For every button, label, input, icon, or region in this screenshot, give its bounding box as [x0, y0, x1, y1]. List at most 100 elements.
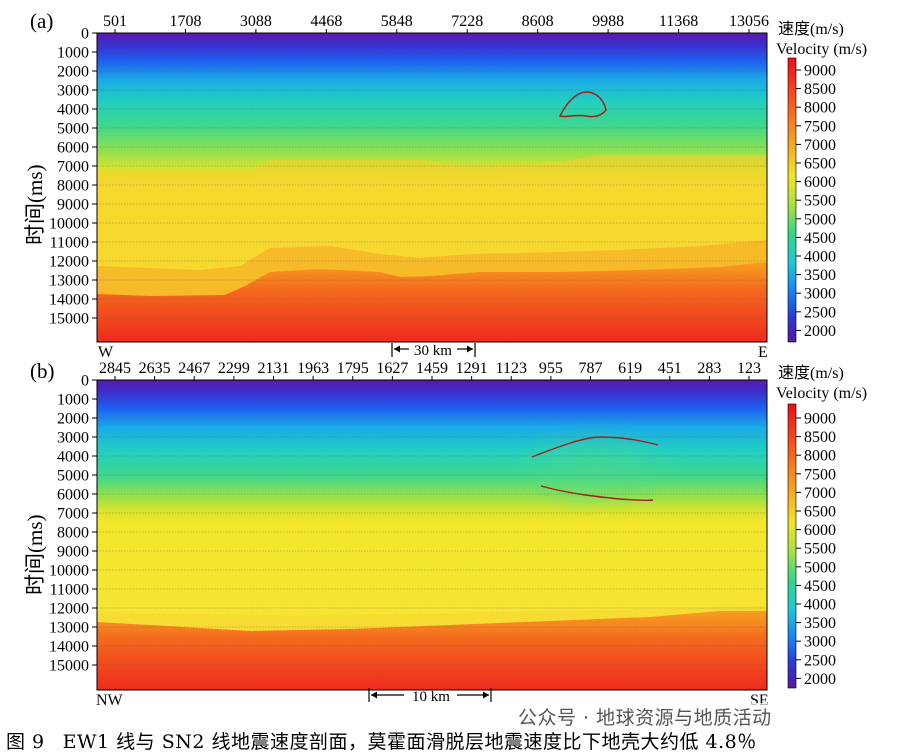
y-tick-label: 3000 — [57, 430, 89, 447]
x-tick-label: 1795 — [337, 360, 369, 377]
x-tick-label: 2467 — [178, 360, 210, 377]
colorbar-tick-label: 2000 — [804, 323, 836, 340]
colorbar-tick-label: 4000 — [804, 249, 836, 266]
panel-b-low-velocity-zone — [510, 425, 680, 515]
colorbar-tick-label: 7500 — [804, 466, 836, 483]
x-tick-label: 1123 — [496, 360, 527, 377]
x-tick-label: 4468 — [310, 13, 342, 30]
x-tick-label: 1627 — [376, 360, 408, 377]
panel-a: (a) 0 1000 2000 3000 4000 5000 6000 7000 8000 900… — [23, 9, 769, 361]
colorbar-tick-label: 2500 — [804, 652, 836, 669]
panel-b-scalebar: 10 km — [368, 688, 492, 705]
panel-a-mantle — [97, 262, 767, 342]
colorbar-tick-label: 3000 — [804, 286, 836, 303]
y-tick-label: 4000 — [57, 102, 89, 119]
y-tick-label: 2000 — [57, 64, 89, 81]
panel-a-y-axis: 0 1000 2000 3000 4000 5000 6000 7000 8000 9000 100… — [49, 26, 97, 328]
colorbar-a-title-en: Velocity (m/s) — [776, 41, 867, 58]
watermark: 公众号 · 地球资源与地质活动 — [514, 703, 776, 730]
colorbar-tick-label: 5000 — [804, 211, 836, 228]
colorbar-tick-label: 5000 — [804, 559, 836, 576]
x-tick-label: 1291 — [456, 360, 488, 377]
x-tick-label: 8608 — [522, 13, 554, 30]
y-tick-label: 12000 — [49, 254, 89, 271]
panel-b: (b) 0 1000 2000 3000 4000 5000 6000 7000 8000 900… — [23, 359, 769, 709]
y-tick-label: 0 — [81, 373, 89, 390]
panel-b-mantle — [97, 611, 767, 690]
colorbar-tick-label: 3500 — [804, 615, 836, 632]
colorbar-tick-label: 7500 — [804, 118, 836, 135]
panel-b-anomaly-bottom-line — [540, 485, 654, 502]
colorbar-a-scale — [787, 57, 797, 343]
panel-a-heatmap — [97, 33, 767, 342]
colorbar-b-title-en: Velocity (m/s) — [776, 385, 867, 402]
colorbar-tick-label: 7000 — [804, 485, 836, 502]
y-tick-label: 13000 — [49, 620, 89, 637]
x-tick-label: 123 — [737, 360, 761, 377]
y-tick-label: 13000 — [49, 273, 89, 290]
colorbar-tick-label: 2500 — [804, 304, 836, 321]
x-tick-label: 283 — [697, 360, 721, 377]
colorbar-b-title-cn: 速度(m/s) — [778, 364, 844, 382]
y-tick-label: 8000 — [57, 178, 89, 195]
y-tick-label: 7000 — [57, 159, 89, 176]
x-tick-label: 451 — [658, 360, 682, 377]
y-tick-label: 10000 — [49, 563, 89, 580]
panel-b-left-end-label: NW — [96, 692, 124, 709]
panel-a-scalebar: 30 km — [391, 343, 476, 359]
x-tick-label: 501 — [103, 13, 127, 30]
y-tick-label: 6000 — [57, 487, 89, 504]
y-tick-label: 9000 — [57, 197, 89, 214]
y-tick-label: 1000 — [57, 392, 89, 409]
x-tick-label: 5848 — [381, 13, 413, 30]
colorbar-tick-label: 9000 — [804, 63, 836, 80]
x-tick-label: 2845 — [99, 360, 131, 377]
y-tick-label: 11000 — [50, 235, 89, 252]
y-tick-label: 0 — [81, 26, 89, 43]
x-tick-label: 1963 — [297, 360, 329, 377]
colorbar-tick-label: 5500 — [804, 541, 836, 558]
y-tick-label: 5000 — [57, 468, 89, 485]
y-tick-label: 14000 — [49, 292, 89, 309]
y-tick-label: 4000 — [57, 449, 89, 466]
y-tick-label: 14000 — [49, 639, 89, 656]
panel-a-gridlines — [97, 51, 767, 319]
panel-b-y-axis: 0 1000 2000 3000 4000 5000 6000 7000 8000 9000 100… — [49, 373, 97, 675]
x-tick-label: 1459 — [416, 360, 448, 377]
y-tick-label: 15000 — [49, 311, 89, 328]
x-tick-label: 619 — [618, 360, 642, 377]
x-tick-label: 9988 — [592, 13, 624, 30]
panel-a-anomaly-contour — [558, 91, 607, 118]
colorbar-tick-label: 2000 — [804, 671, 836, 688]
x-tick-label: 2299 — [218, 360, 250, 377]
panel-b-heatmap — [97, 380, 767, 690]
panel-a-right-end-label: E — [758, 344, 768, 361]
colorbar-tick-label: 6500 — [804, 504, 836, 521]
figure-caption-text: EW1 线与 SN2 线地震速度剖面，莫霍面滑脱层地震速度比下地壳大约低 4.8… — [62, 731, 757, 753]
colorbar-tick-label: 7000 — [804, 137, 836, 154]
y-tick-label: 6000 — [57, 140, 89, 157]
colorbar-tick-label: 4000 — [804, 597, 836, 614]
colorbar-tick-label: 5500 — [804, 193, 836, 210]
colorbar-tick-label: 6500 — [804, 156, 836, 173]
colorbar-tick-label: 3500 — [804, 267, 836, 284]
x-tick-label: 787 — [579, 360, 603, 377]
panel-a-ylabel: 时间(ms) — [23, 165, 47, 246]
x-tick-label: 1708 — [169, 13, 201, 30]
colorbar-tick-label: 8000 — [804, 100, 836, 117]
panel-a-frame — [96, 32, 768, 343]
panel-a-scalebar-label: 30 km — [414, 343, 452, 359]
colorbar-tick-label: 3000 — [804, 634, 836, 651]
panel-b-label: (b) — [30, 359, 55, 383]
panel-a-label: (a) — [30, 9, 53, 33]
colorbar-tick-label: 4500 — [804, 230, 836, 247]
panel-a-left-end-label: W — [98, 344, 114, 361]
y-tick-label: 3000 — [57, 83, 89, 100]
y-tick-label: 5000 — [57, 121, 89, 138]
figure: (a) 0 1000 2000 3000 4000 5000 6000 7000 8000 900… — [23, 9, 867, 709]
x-tick-label: 955 — [539, 360, 563, 377]
y-tick-label: 11000 — [50, 582, 89, 599]
y-tick-label: 10000 — [49, 216, 89, 233]
